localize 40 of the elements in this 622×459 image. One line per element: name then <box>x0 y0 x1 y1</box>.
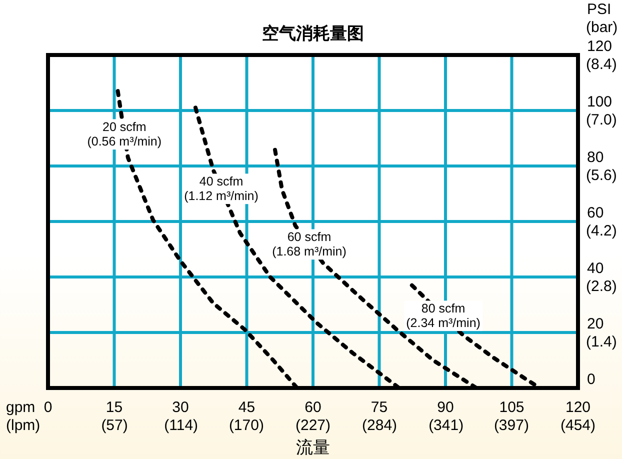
y-tick-label: 80 <box>587 149 604 166</box>
y-axis-title: PSI <box>587 1 612 18</box>
x-tick-label: 60 <box>304 399 322 416</box>
x2-tick-label: (114) <box>164 417 198 434</box>
y2-tick-label: (1.4) <box>586 334 617 350</box>
y-tick-label: 60 <box>587 204 604 222</box>
series-label: 80 scfm (2.34 m³/min) <box>406 302 480 330</box>
x2-tick-label: (397) <box>494 417 529 434</box>
x2-tick-label: (170) <box>228 417 264 434</box>
y2-tick-label: (8.4) <box>586 56 617 73</box>
text: gpm <box>6 399 36 416</box>
x-tick-label: 105 <box>499 399 524 416</box>
x2-tick-label: (57) <box>101 417 128 434</box>
y-tick-label: 120 <box>587 38 612 55</box>
x-tick-label: 90 <box>437 399 454 416</box>
y-tick-label: 20 <box>587 316 604 332</box>
y2-tick-label: (5.6) <box>586 167 617 184</box>
x2-tick-label: (227) <box>295 417 331 434</box>
y2-tick-label: (7.0) <box>586 112 617 128</box>
chart-title: 空气消耗量图 <box>262 24 364 43</box>
x2-tick-label: (284) <box>362 417 398 434</box>
y2-tick-label: (2.8) <box>586 278 617 295</box>
y2-tick-label: (4.2) <box>586 222 617 240</box>
x-tick-label: 45 <box>238 399 256 416</box>
x-tick-label: 120 <box>565 399 591 416</box>
x2-axis-title: (lpm) <box>6 417 40 434</box>
series-label: 20 scfm (0.56 m³/min) <box>87 120 162 149</box>
y-tick-label: 100 <box>587 94 612 110</box>
x-axis-title: 流量 <box>296 438 330 457</box>
x2-tick-label: (454) <box>560 417 596 434</box>
x-tick-label: 15 <box>106 399 123 416</box>
x-tick-label: 30 <box>172 399 189 416</box>
x2-tick-label: (341) <box>428 417 464 434</box>
y-tick-label: 40 <box>587 260 604 277</box>
y2-axis-title: (bar) <box>586 19 618 36</box>
series-label: 40 scfm (1.12 m³/min) <box>184 174 258 204</box>
x-tick-label: 0 <box>44 399 52 416</box>
series-label: 60 scfm (1.68 m³/min) <box>272 230 346 259</box>
x-tick-label: 75 <box>370 399 388 416</box>
y-tick-label: 0 <box>587 371 596 388</box>
